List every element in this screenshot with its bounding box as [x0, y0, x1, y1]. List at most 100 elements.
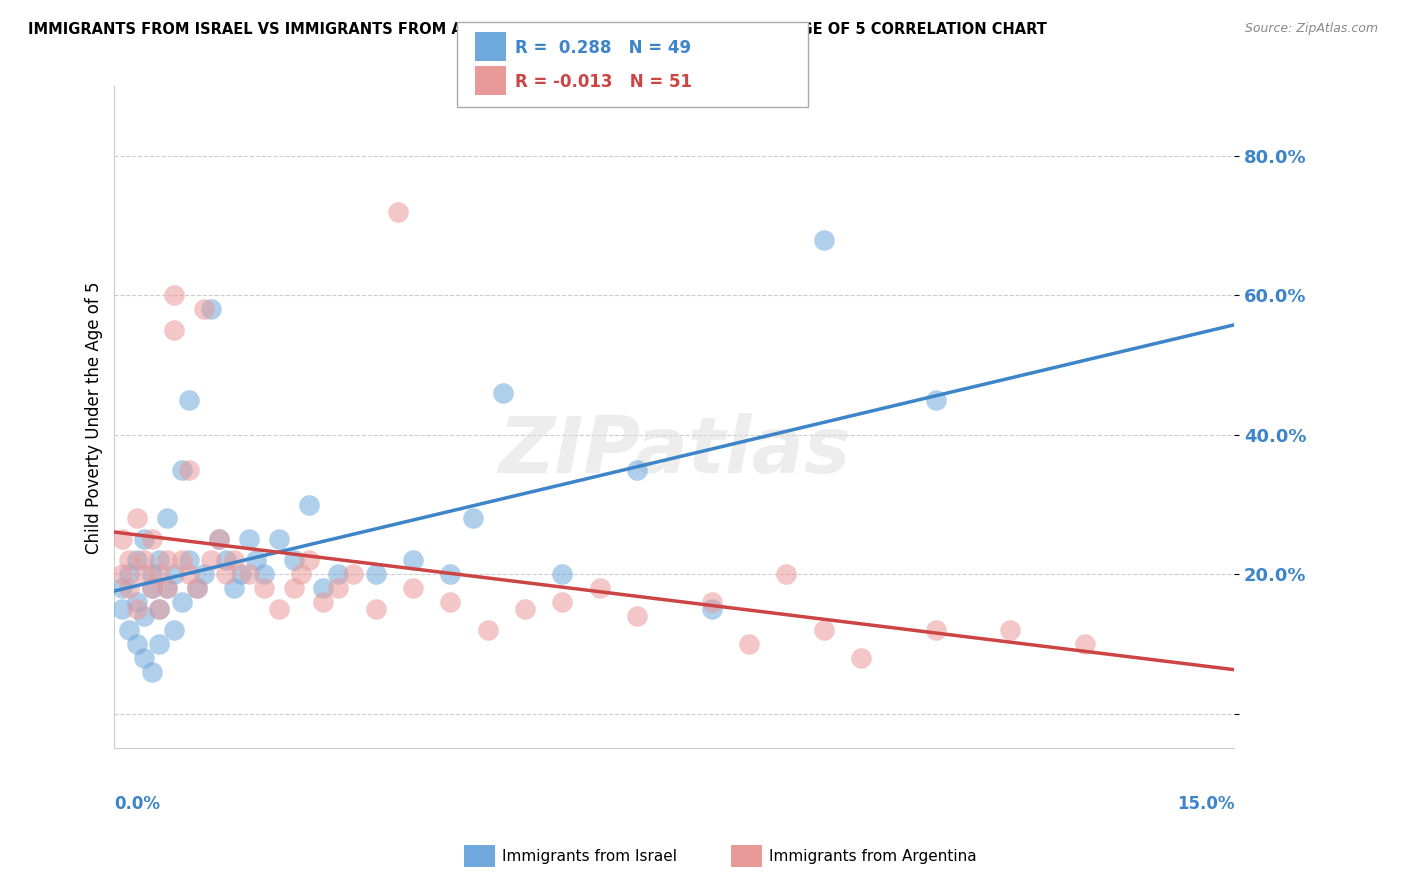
Point — [177, 553, 200, 567]
Point — [328, 567, 350, 582]
Point — [148, 602, 170, 616]
Point — [141, 581, 163, 595]
Point — [215, 567, 238, 582]
Point — [186, 581, 208, 595]
Point — [215, 553, 238, 567]
Point — [148, 553, 170, 567]
Point — [186, 581, 208, 595]
Point — [156, 553, 179, 567]
Point — [297, 553, 319, 567]
Point — [924, 392, 946, 407]
Point — [125, 637, 148, 651]
Text: Immigrants from Argentina: Immigrants from Argentina — [769, 849, 977, 863]
Point — [148, 567, 170, 582]
Point — [222, 553, 245, 567]
Point — [163, 567, 186, 582]
Point — [141, 665, 163, 679]
Y-axis label: Child Poverty Under the Age of 5: Child Poverty Under the Age of 5 — [86, 281, 103, 554]
Point — [208, 533, 231, 547]
Point — [328, 581, 350, 595]
Point — [238, 533, 260, 547]
Point — [193, 567, 215, 582]
Point — [364, 567, 387, 582]
Point — [118, 567, 141, 582]
Point — [118, 581, 141, 595]
Point — [177, 463, 200, 477]
Point — [775, 567, 797, 582]
Point — [170, 463, 193, 477]
Point — [626, 463, 648, 477]
Point — [118, 623, 141, 637]
Text: 15.0%: 15.0% — [1177, 795, 1234, 813]
Text: 0.0%: 0.0% — [114, 795, 160, 813]
Point — [222, 581, 245, 595]
Point — [1074, 637, 1097, 651]
Point — [111, 533, 134, 547]
Point — [141, 581, 163, 595]
Point — [245, 553, 267, 567]
Point — [125, 511, 148, 525]
Point — [342, 567, 364, 582]
Point — [118, 553, 141, 567]
Point — [283, 581, 305, 595]
Point — [156, 581, 179, 595]
Point — [163, 623, 186, 637]
Text: IMMIGRANTS FROM ISRAEL VS IMMIGRANTS FROM ARGENTINA CHILD POVERTY UNDER THE AGE : IMMIGRANTS FROM ISRAEL VS IMMIGRANTS FRO… — [28, 22, 1047, 37]
Point — [387, 204, 409, 219]
Point — [163, 323, 186, 337]
Point — [111, 567, 134, 582]
Point — [589, 581, 612, 595]
Text: ZIPatlas: ZIPatlas — [498, 412, 851, 489]
Point — [513, 602, 536, 616]
Point — [700, 595, 723, 609]
Point — [111, 602, 134, 616]
Point — [626, 609, 648, 624]
Point — [125, 553, 148, 567]
Text: Immigrants from Israel: Immigrants from Israel — [502, 849, 676, 863]
Point — [148, 602, 170, 616]
Point — [439, 595, 461, 609]
Point — [267, 602, 290, 616]
Point — [125, 602, 148, 616]
Point — [738, 637, 761, 651]
Point — [700, 602, 723, 616]
Point — [477, 623, 499, 637]
Point — [134, 567, 156, 582]
Point — [312, 581, 335, 595]
Point — [290, 567, 312, 582]
Point — [170, 595, 193, 609]
Point — [148, 637, 170, 651]
Point — [134, 651, 156, 665]
Point — [402, 553, 425, 567]
Point — [312, 595, 335, 609]
Point — [551, 567, 574, 582]
Point — [231, 567, 253, 582]
Point — [1000, 623, 1022, 637]
Point — [134, 609, 156, 624]
Text: R = -0.013   N = 51: R = -0.013 N = 51 — [515, 73, 692, 91]
Point — [253, 581, 276, 595]
Point — [134, 553, 156, 567]
Point — [297, 498, 319, 512]
Point — [177, 567, 200, 582]
Point — [111, 581, 134, 595]
Point — [551, 595, 574, 609]
Point — [141, 567, 163, 582]
Point — [156, 511, 179, 525]
Point — [238, 567, 260, 582]
Point — [813, 233, 835, 247]
Point — [170, 553, 193, 567]
Point — [461, 511, 484, 525]
Text: R =  0.288   N = 49: R = 0.288 N = 49 — [515, 39, 690, 57]
Point — [364, 602, 387, 616]
Point — [156, 581, 179, 595]
Point — [177, 392, 200, 407]
Point — [141, 533, 163, 547]
Point — [253, 567, 276, 582]
Point — [200, 302, 222, 317]
Point — [163, 288, 186, 302]
Point — [134, 533, 156, 547]
Point — [125, 595, 148, 609]
Text: Source: ZipAtlas.com: Source: ZipAtlas.com — [1244, 22, 1378, 36]
Point — [491, 386, 513, 401]
